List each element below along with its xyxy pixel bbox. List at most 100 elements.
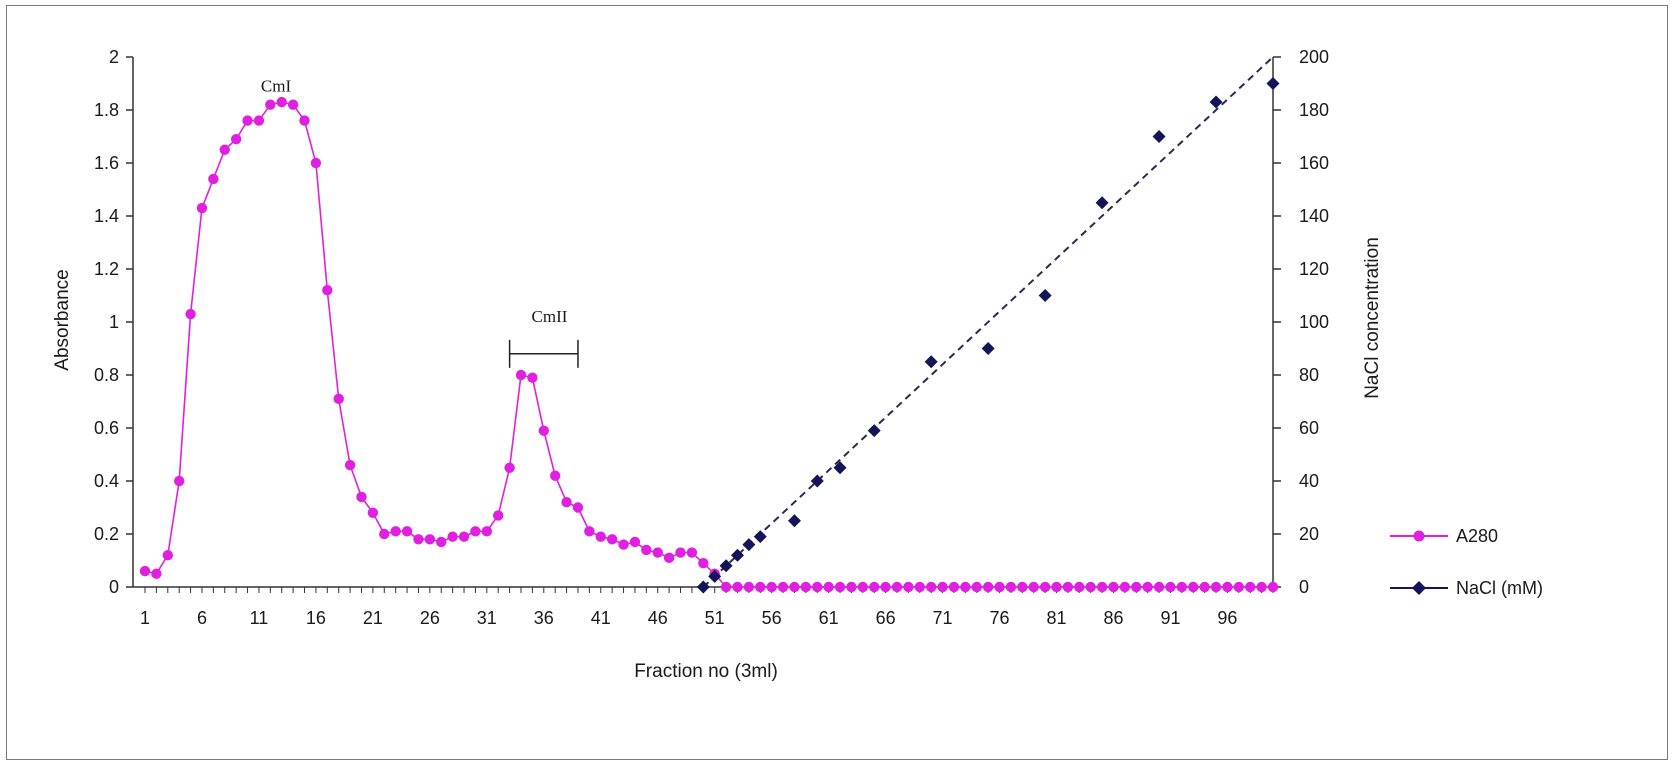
a280-point [413,534,424,545]
a280-point [1188,581,1199,593]
x-tick-label: 81 [1046,608,1066,628]
ticks-group: 00.20.40.60.811.21.41.61.820204060801001… [94,47,1329,628]
annotations-group: CmI CmII [261,76,579,368]
x-tick-label: 1 [140,608,150,628]
peak-label-cm1: CmI [261,76,292,95]
a280-point [310,157,322,169]
a280-point [379,528,390,540]
a280-point [1108,581,1119,593]
a280-point [1005,581,1017,593]
peak-label-cm2: CmII [532,307,568,326]
right-y-tick-label: 0 [1299,577,1309,597]
a280-point [1165,581,1176,593]
a280-point [333,393,344,405]
nacl-point [867,424,881,438]
a280-point [447,531,458,542]
a280-point [1210,581,1222,593]
a280-point [356,491,367,503]
left-y-tick-label: 2 [109,47,119,67]
a280-point [1153,581,1165,593]
right-y-tick-label: 40 [1299,471,1319,491]
nacl-point [1266,77,1280,90]
a280-point [652,547,663,558]
a280-point [629,536,641,548]
a280-point [470,526,481,537]
left-y-tick-label: 0.8 [94,365,119,385]
a280-point [515,369,527,381]
nacl-point [742,538,756,552]
nacl-point [810,474,824,488]
a280-point [823,581,834,593]
x-tick-label: 71 [933,608,953,628]
a280-point [549,470,561,481]
left-y-tick-label: 0 [109,577,119,597]
x-tick-label: 96 [1217,608,1237,628]
a280-point [869,581,880,593]
a280-point [458,531,470,542]
right-y-tick-label: 140 [1299,206,1329,226]
x-tick-label: 86 [1103,608,1123,628]
nacl-trendline [702,56,1274,588]
a280-point [606,534,618,545]
a280-point [800,581,812,593]
a280-point [1176,581,1188,593]
a280-point [276,96,287,108]
series-group [139,77,1280,594]
x-tick-label: 51 [705,608,725,628]
x-tick-label: 91 [1160,608,1180,628]
a280-point [857,581,869,593]
legend-a280-marker [1413,530,1425,542]
a280-line [144,101,1273,588]
a280-point [1039,581,1051,593]
a280-point [151,568,162,579]
left-y-tick-label: 0.2 [94,524,119,544]
a280-point [322,285,333,296]
a280-point [994,581,1005,593]
right-y-tick-label: 200 [1299,47,1329,67]
right-y-tick-label: 100 [1299,312,1329,332]
a280-point [436,536,447,548]
x-tick-label: 66 [876,608,896,628]
chart-frame [6,5,1668,760]
legend-nacl-label: NaCl (mM) [1456,578,1543,598]
a280-point [812,581,823,593]
nacl-point [924,355,938,369]
a280-point [755,581,766,593]
a280-point [914,581,925,593]
a280-point [1222,581,1233,593]
a280-point [618,539,629,550]
right-y-tick-label: 180 [1299,100,1329,120]
nacl-point [719,559,733,573]
x-tick-label: 56 [762,608,782,628]
a280-point [925,581,937,593]
nacl-point [833,461,847,475]
a280-point [572,502,584,513]
a280-point [173,475,185,487]
a280-point [834,581,846,593]
legend: A280 NaCl (mM) [1390,526,1543,598]
left-y-tick-label: 1.8 [94,100,119,120]
nacl-point [1095,196,1109,210]
x-tick-label: 26 [420,608,440,628]
a280-point [982,581,994,593]
a280-point [287,99,299,110]
a280-point [960,581,971,593]
nacl-point [1209,95,1223,109]
left-y-tick-label: 1 [109,312,119,332]
a280-point [527,372,538,383]
nacl-point [730,548,744,562]
a280-point [344,459,356,471]
left-y-tick-label: 0.6 [94,418,119,438]
x-tick-label: 31 [477,608,497,628]
nacl-point [753,530,767,544]
a280-point [641,544,652,556]
a280-point [1074,581,1085,593]
a280-point [1096,581,1108,593]
a280-point [230,133,242,145]
nacl-point [981,342,995,355]
x-tick-label: 46 [648,608,668,628]
a280-point [595,531,606,542]
a280-point [185,308,196,320]
a280-point [538,425,549,436]
